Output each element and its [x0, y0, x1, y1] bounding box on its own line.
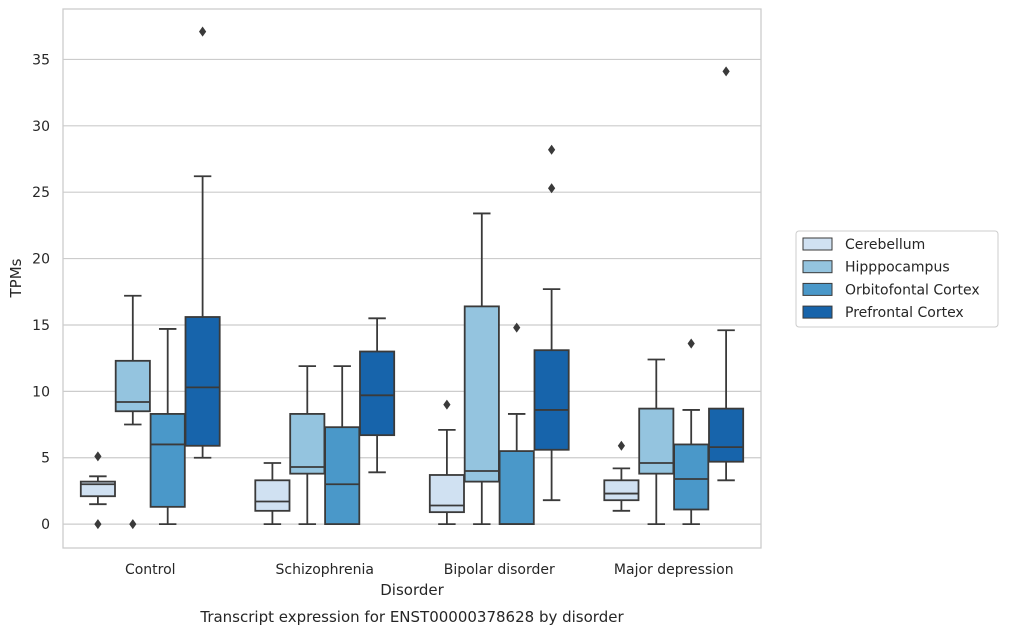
x-axis-label: Disorder	[380, 581, 444, 599]
outlier-point	[547, 144, 556, 155]
box-cerebellum	[603, 440, 640, 512]
box-iqr	[79, 480, 116, 498]
outlier-point	[198, 26, 207, 37]
box-prefrontal-cortex	[533, 144, 570, 502]
outlier-point	[722, 66, 730, 77]
y-tick-label: 10	[32, 384, 50, 400]
outlier-point	[513, 322, 521, 333]
outlier-point	[443, 399, 451, 410]
box-iqr	[708, 407, 745, 463]
legend-label: Prefrontal Cortex	[845, 305, 964, 321]
legend-label: Orbitofontal Cortex	[845, 282, 980, 298]
x-tick-label: Major depression	[614, 562, 734, 578]
box-orbitofontal-cortex	[498, 322, 535, 526]
y-tick-label: 15	[32, 318, 50, 334]
box-iqr	[289, 413, 326, 475]
box-iqr	[673, 443, 710, 511]
x-tick-label: Schizophrenia	[276, 562, 374, 578]
legend: Cerebellum Hipppocampus Orbitofontal Corte…	[795, 230, 999, 328]
y-tick-label: 35	[32, 52, 50, 68]
box-cerebellum	[79, 451, 116, 530]
box-iqr	[603, 479, 640, 502]
box-iqr	[254, 479, 291, 512]
box-iqr	[533, 349, 570, 451]
outlier-point	[617, 440, 626, 451]
legend-swatch	[802, 282, 833, 296]
box-orbitofontal-cortex	[673, 338, 710, 526]
box-prefrontal-cortex	[708, 66, 745, 482]
y-tick-label: 25	[32, 185, 50, 201]
box-iqr	[498, 450, 535, 526]
legend-swatch	[802, 260, 833, 274]
y-tick-label: 30	[32, 119, 50, 135]
box-cerebellum	[254, 462, 291, 526]
y-tick-labels: 0 5 10 15 20 25 30 35	[32, 52, 50, 533]
y-tick-label: 20	[32, 252, 50, 268]
outlier-point	[94, 451, 102, 462]
outlier-point	[547, 183, 556, 194]
y-tick-label: 5	[41, 451, 50, 467]
y-axis-label: TPMs	[7, 258, 25, 298]
boxes	[79, 26, 745, 530]
box-iqr	[428, 474, 465, 514]
box-iqr	[463, 305, 500, 483]
legend-swatch	[802, 237, 833, 251]
legend-frame	[795, 230, 999, 328]
box-hipppocampus	[114, 294, 151, 530]
box-iqr	[184, 316, 221, 447]
legend-swatch	[802, 305, 833, 319]
box-iqr	[359, 350, 396, 437]
outlier-point	[687, 338, 695, 349]
box-prefrontal-cortex	[359, 317, 396, 474]
plot-frame	[62, 8, 762, 549]
chart-title: Transcript expression for ENST0000037862…	[199, 608, 624, 626]
box-cerebellum	[428, 399, 465, 526]
legend-label: Cerebellum	[845, 237, 925, 253]
box-orbitofontal-cortex	[324, 365, 361, 526]
box-hipppocampus	[463, 212, 500, 526]
legend-label: Hipppocampus	[845, 260, 950, 276]
x-tick-label: Bipolar disorder	[444, 562, 555, 578]
box-iqr	[324, 426, 361, 526]
box-orbitofontal-cortex	[149, 328, 186, 526]
box-iqr	[114, 359, 151, 413]
box-hipppocampus	[638, 358, 675, 526]
box-prefrontal-cortex	[184, 26, 221, 459]
outlier-point	[94, 519, 102, 530]
box-iqr	[149, 413, 186, 508]
x-tick-label: Control	[125, 562, 176, 578]
y-tick-label: 0	[41, 517, 50, 533]
box-hipppocampus	[289, 365, 326, 526]
outlier-point	[129, 519, 137, 530]
x-tick-labels: Control Schizophrenia Bipolar disorder Majo…	[125, 562, 734, 578]
